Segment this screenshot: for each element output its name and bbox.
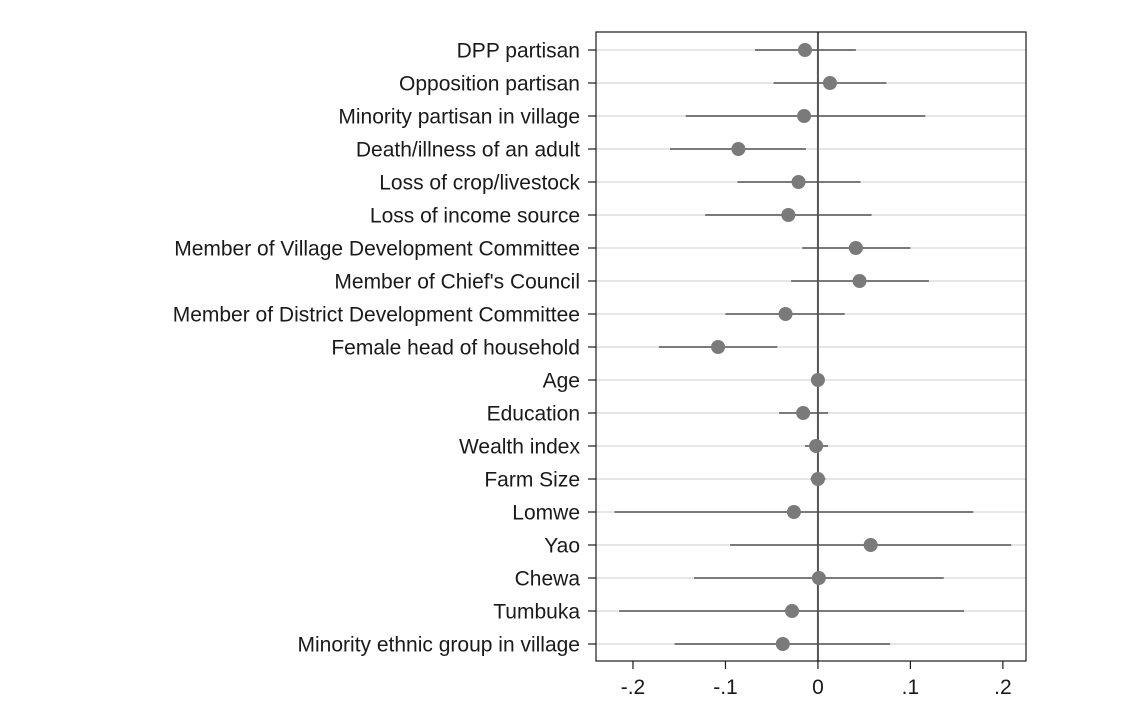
y-axis-label: Minority ethnic group in village <box>298 634 580 657</box>
point-estimates <box>711 43 878 651</box>
point-estimate <box>785 604 800 618</box>
y-axis-label: Death/illness of an adult <box>356 139 580 162</box>
point-estimate <box>810 472 825 486</box>
y-axis-label: Member of Village Development Committee <box>174 238 580 261</box>
point-estimate <box>775 637 790 651</box>
point-estimate <box>822 76 837 90</box>
y-axis-label: Farm Size <box>484 469 580 492</box>
x-tick-label: -.2 <box>621 676 646 699</box>
point-estimate <box>863 538 878 552</box>
point-estimate <box>786 505 801 519</box>
y-axis-label: Tumbuka <box>493 601 580 624</box>
y-axis-label: Minority partisan in village <box>338 106 580 129</box>
point-estimate <box>791 175 806 189</box>
x-tick-label: -.1 <box>713 676 738 699</box>
y-axis-label: Age <box>543 370 580 393</box>
y-axis-label: Yao <box>544 535 580 558</box>
point-estimate <box>811 571 826 585</box>
y-axis-label: Chewa <box>515 568 581 591</box>
point-estimate <box>781 208 796 222</box>
point-estimate <box>810 373 825 387</box>
point-estimate <box>797 109 812 123</box>
y-axis-label: Female head of household <box>331 337 580 360</box>
point-estimate <box>778 307 793 321</box>
y-axis-label: Member of Chief's Council <box>334 271 580 294</box>
y-axis-label: Wealth index <box>459 436 581 459</box>
y-axis-label: DPP partisan <box>457 40 580 63</box>
point-estimate <box>731 142 746 156</box>
point-estimate <box>796 406 811 420</box>
x-axis-ticks <box>632 661 1004 669</box>
x-axis-tick-labels: -.2 -.1 0 .1 .2 <box>621 676 1012 699</box>
y-axis-label: Education <box>487 403 580 426</box>
point-estimate <box>809 439 824 453</box>
point-estimate <box>797 43 812 57</box>
y-axis-label: Loss of crop/livestock <box>379 172 580 195</box>
y-axis-label: Opposition partisan <box>399 73 580 96</box>
y-axis-label: Loss of income source <box>370 205 580 228</box>
x-tick-label: .2 <box>994 676 1012 699</box>
y-axis-labels: DPP partisan Opposition partisan Minority … <box>173 40 581 657</box>
x-tick-label: 0 <box>812 676 824 699</box>
x-tick-label: .1 <box>902 676 920 699</box>
point-estimate <box>852 274 867 288</box>
y-axis-label: Member of District Development Committee <box>173 304 580 327</box>
point-estimate <box>848 241 863 255</box>
y-axis-label: Lomwe <box>512 502 580 525</box>
point-estimate <box>711 340 726 354</box>
y-axis-ticks <box>588 49 596 645</box>
